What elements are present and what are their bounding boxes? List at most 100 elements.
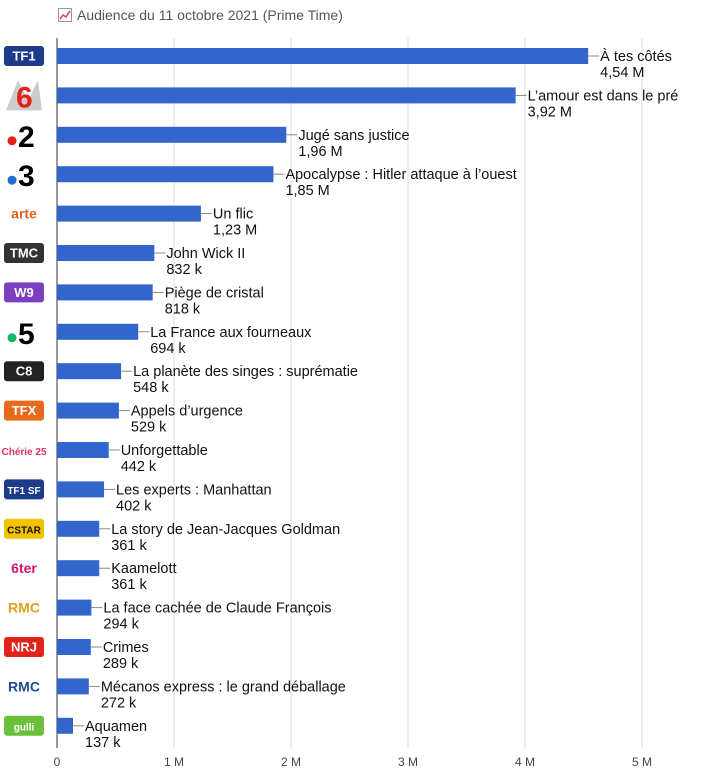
value-label: 361 k xyxy=(111,538,147,554)
logo-mark: CSTAR xyxy=(7,525,41,536)
logo-mark: C8 xyxy=(16,364,33,379)
bar xyxy=(57,205,201,222)
arte-logo: arte xyxy=(11,206,37,222)
bar xyxy=(57,599,92,616)
value-label: 3,92 M xyxy=(528,104,572,120)
value-label: 1,85 M xyxy=(285,183,329,199)
logo-badge xyxy=(4,637,44,657)
logo-badge xyxy=(4,243,44,263)
france3-logo: 3 xyxy=(7,160,35,193)
m6-logo: 6 xyxy=(6,80,42,114)
bar xyxy=(57,245,155,261)
logo-mark: gulli xyxy=(14,722,35,733)
program-label: Appels d’urgence xyxy=(131,404,243,420)
france5-logo: 5 xyxy=(7,318,35,351)
program-label: La face cachée de Claude François xyxy=(103,601,331,617)
value-label: 529 k xyxy=(131,420,167,436)
logo-mark: NRJ xyxy=(11,640,37,655)
program-label: Crimes xyxy=(103,640,149,656)
logo-mark: 3 xyxy=(18,160,35,193)
value-label: 402 k xyxy=(116,498,152,514)
logo-dot xyxy=(7,333,17,343)
bar xyxy=(57,639,91,655)
logo-mark: 5 xyxy=(18,318,35,351)
program-label: John Wick II xyxy=(166,246,245,262)
rmc-decouverte-logo: RMC xyxy=(8,678,40,694)
x-tick-label: 5 M xyxy=(632,755,652,769)
bar xyxy=(57,678,89,695)
program-label: Un flic xyxy=(213,207,253,223)
logo-dot xyxy=(7,175,17,185)
value-label: 137 k xyxy=(85,735,121,751)
program-label: Piège de cristal xyxy=(165,285,264,301)
tf1-logo: TF1 xyxy=(4,46,44,66)
program-label: Les experts : Manhattan xyxy=(116,482,272,498)
chart-title-row: Audience du 11 octobre 2021 (Prime Time) xyxy=(58,6,343,24)
program-label: La France aux fourneaux xyxy=(150,325,312,341)
x-tick-label: 1 M xyxy=(164,755,184,769)
logo-mark: TFX xyxy=(12,403,37,418)
x-tick-label: 0 xyxy=(54,755,61,769)
program-label: Apocalypse : Hitler attaque à l’ouest xyxy=(285,167,516,183)
x-tick-label: 3 M xyxy=(398,755,418,769)
program-label: L’amour est dans le pré xyxy=(528,88,679,104)
cstar-logo: CSTAR xyxy=(4,518,44,539)
tf1-series-films-logo: TF1 SF xyxy=(4,479,44,500)
bar xyxy=(57,402,119,419)
logo-mark: TF1 xyxy=(12,49,35,64)
logo-mark: W9 xyxy=(14,285,34,300)
value-label: 694 k xyxy=(150,341,186,357)
nrj12-logo: NRJ xyxy=(4,637,44,657)
program-label: Mécanos express : le grand déballage xyxy=(101,679,346,695)
logo-badge xyxy=(4,282,44,303)
logo-badge xyxy=(4,361,44,382)
logo-mark: RMC xyxy=(8,600,40,616)
value-label: 548 k xyxy=(133,380,169,396)
logo-badge xyxy=(4,400,44,421)
logo-mark: 6ter xyxy=(11,560,37,576)
value-label: 289 k xyxy=(103,656,139,672)
program-label: La story de Jean-Jacques Goldman xyxy=(111,522,340,538)
bar xyxy=(57,363,122,380)
value-label: 1,96 M xyxy=(298,144,342,160)
program-label: La planète des singes : suprématie xyxy=(133,364,358,380)
value-label: 361 k xyxy=(111,577,147,593)
value-label: 4,54 M xyxy=(600,65,644,81)
rmc-story-logo: RMC xyxy=(8,600,40,616)
bar xyxy=(57,284,153,301)
france2-logo: 2 xyxy=(7,121,35,154)
w9-logo: W9 xyxy=(4,282,44,303)
bar xyxy=(57,126,287,143)
bar xyxy=(57,520,100,537)
logo-mark: Chérie 25 xyxy=(1,447,46,458)
bar xyxy=(57,166,274,183)
gulli-logo: gulli xyxy=(4,715,44,736)
bar xyxy=(57,442,109,458)
bar xyxy=(57,481,105,498)
value-label: 1,23 M xyxy=(213,223,257,239)
bar xyxy=(57,717,74,734)
logo-badge xyxy=(4,518,44,539)
logo-mark: 2 xyxy=(18,121,35,154)
cherie25-logo: Chérie 25 xyxy=(1,447,46,458)
logo-badge xyxy=(4,715,44,736)
chart-icon xyxy=(58,8,72,22)
logo-shape xyxy=(6,80,42,111)
tfx-logo: TFX xyxy=(4,400,44,421)
6ter-logo: 6ter xyxy=(11,560,37,576)
logo-mark: 6 xyxy=(16,81,33,114)
logo-mark: RMC xyxy=(8,678,40,694)
logo-mark: arte xyxy=(11,206,37,222)
c8-logo: C8 xyxy=(4,361,44,382)
value-label: 442 k xyxy=(121,459,157,475)
value-label: 818 k xyxy=(165,301,201,317)
program-label: Aquamen xyxy=(85,719,147,735)
bar xyxy=(57,560,100,577)
logo-dot xyxy=(7,136,17,146)
tmc-logo: TMC xyxy=(4,243,44,263)
program-label: À tes côtés xyxy=(600,48,672,65)
bar xyxy=(57,323,139,340)
logo-badge xyxy=(4,46,44,66)
